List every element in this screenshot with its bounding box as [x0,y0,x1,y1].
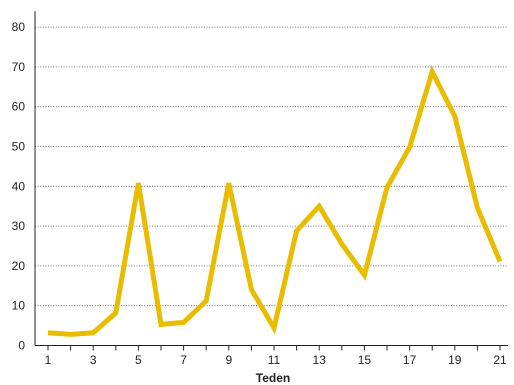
x-axis-ticks [47,345,501,351]
y-tick-label: 40 [12,179,26,193]
x-tick-label: 11 [268,353,281,367]
y-axis-tick-labels: 0 10 20 30 40 50 60 70 80 [12,20,26,352]
y-tick-label: 30 [12,219,26,233]
x-tick-label: 15 [358,353,372,367]
x-tick-label: 19 [448,353,462,367]
x-tick-label: 7 [180,353,187,367]
x-axis-tick-labels: 1 3 5 7 9 11 13 15 17 19 21 [45,353,507,367]
x-tick-label: 17 [403,353,417,367]
y-tick-label: 0 [18,339,25,353]
x-tick-label: 13 [313,353,327,367]
x-tick-label: 9 [225,353,232,367]
x-tick-label: 5 [135,353,142,367]
series-group [47,64,503,337]
y-tick-label: 80 [12,20,26,34]
x-axis-title: Teden [256,371,290,385]
y-tick-label: 10 [12,299,26,313]
x-tick-label: 3 [90,353,97,367]
y-tick-label: 60 [12,100,26,114]
x-tick-label: 21 [493,353,507,367]
y-tick-label: 50 [12,140,26,154]
y-tick-label: 20 [12,259,26,273]
x-tick-label: 1 [45,353,52,367]
gridlines [35,26,508,307]
series-line-1 [47,64,503,337]
y-tick-label: 70 [12,60,26,74]
